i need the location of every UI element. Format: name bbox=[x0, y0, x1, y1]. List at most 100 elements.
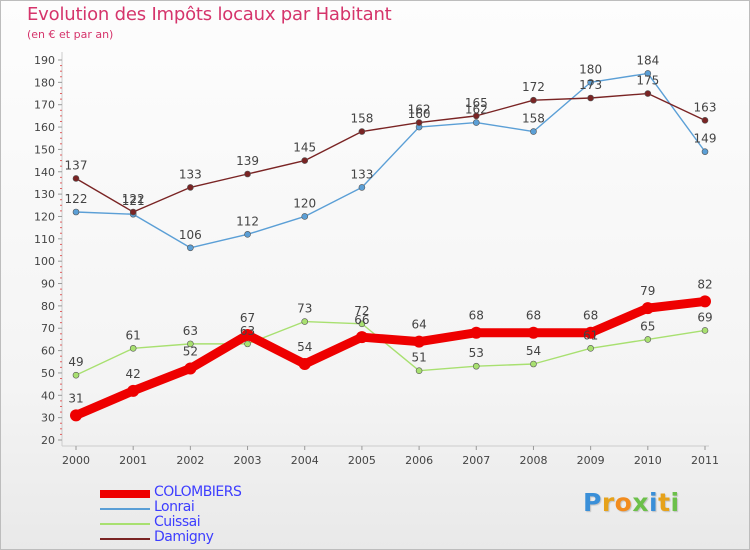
data-point-damigny bbox=[244, 170, 251, 178]
data-point-colombiers bbox=[127, 384, 140, 397]
data-label-damigny: 172 bbox=[522, 80, 545, 94]
data-label-lonrai: 112 bbox=[236, 214, 259, 228]
x-tick-label: 2009 bbox=[577, 454, 605, 467]
data-label-cuissai: 63 bbox=[183, 324, 198, 338]
x-tick-label: 2011 bbox=[691, 454, 719, 467]
y-tick-label: 30 bbox=[41, 412, 55, 425]
data-label-damigny: 158 bbox=[350, 112, 373, 126]
data-point-colombiers bbox=[413, 335, 426, 348]
data-point-cuissai bbox=[472, 362, 480, 370]
logo-letter: i bbox=[670, 488, 680, 517]
data-point-lonrai bbox=[530, 128, 537, 135]
x-tick-label: 2002 bbox=[176, 454, 204, 467]
data-label-cuissai: 51 bbox=[411, 351, 426, 365]
data-label-colombiers: 68 bbox=[526, 309, 541, 323]
data-label-damigny: 163 bbox=[694, 100, 717, 114]
legend-item-lonrai: Lonrai bbox=[100, 499, 340, 516]
data-point-damigny bbox=[72, 175, 80, 182]
y-tick-label: 20 bbox=[41, 434, 55, 447]
data-label-lonrai: 160 bbox=[408, 107, 431, 121]
data-label-cuissai: 69 bbox=[697, 310, 712, 324]
data-label-lonrai: 122 bbox=[65, 192, 88, 206]
data-point-lonrai bbox=[301, 213, 309, 220]
x-tick-label: 2004 bbox=[291, 454, 319, 467]
legend-label: Cuissai bbox=[154, 514, 201, 530]
data-point-lonrai bbox=[587, 79, 594, 86]
legend-label: Lonrai bbox=[154, 499, 195, 515]
x-tick-label: 2006 bbox=[405, 454, 433, 467]
legend: COLOMBIERS Lonrai Cuissai Damigny bbox=[100, 485, 340, 546]
data-label-damigny: 122 bbox=[122, 192, 145, 206]
data-label-cuissai: 63 bbox=[240, 324, 255, 338]
legend-swatch bbox=[100, 538, 150, 540]
data-point-lonrai bbox=[701, 148, 709, 155]
logo-letter: x bbox=[632, 488, 649, 517]
data-point-cuissai bbox=[415, 367, 423, 375]
data-label-lonrai: 149 bbox=[694, 132, 717, 146]
legend-swatch bbox=[100, 490, 150, 498]
data-label-damigny: 133 bbox=[179, 167, 202, 181]
data-label-lonrai: 162 bbox=[465, 103, 488, 117]
data-point-damigny bbox=[472, 112, 480, 120]
data-point-lonrai bbox=[244, 231, 251, 238]
data-point-colombiers bbox=[70, 409, 82, 422]
data-label-colombiers: 42 bbox=[126, 367, 141, 381]
y-tick-label: 40 bbox=[41, 389, 55, 402]
x-tick-label: 2000 bbox=[62, 454, 90, 467]
y-tick-label: 90 bbox=[41, 278, 55, 291]
data-point-cuissai bbox=[701, 327, 709, 334]
y-tick-label: 80 bbox=[41, 300, 55, 313]
data-point-colombiers bbox=[241, 328, 254, 341]
data-point-cuissai bbox=[187, 340, 194, 348]
logo-letter: P bbox=[583, 488, 602, 517]
y-tick-label: 110 bbox=[34, 233, 55, 246]
data-label-colombiers: 68 bbox=[583, 309, 598, 323]
data-label-colombiers: 82 bbox=[697, 277, 712, 291]
x-tick-label: 2005 bbox=[348, 454, 376, 467]
data-point-lonrai bbox=[644, 70, 652, 77]
legend-label: Damigny bbox=[154, 529, 214, 545]
x-tick-label: 2001 bbox=[119, 454, 147, 467]
data-label-lonrai: 180 bbox=[579, 62, 602, 76]
y-tick-label: 50 bbox=[41, 367, 55, 380]
legend-item-damigny: Damigny bbox=[100, 529, 340, 546]
data-label-lonrai: 133 bbox=[350, 167, 373, 181]
y-tick-label: 70 bbox=[41, 322, 55, 335]
data-label-colombiers: 52 bbox=[183, 344, 198, 358]
data-point-cuissai bbox=[301, 318, 309, 325]
y-tick-label: 100 bbox=[34, 255, 55, 268]
data-label-damigny: 139 bbox=[236, 154, 259, 168]
data-point-cuissai bbox=[129, 345, 137, 352]
data-label-damigny: 175 bbox=[636, 74, 659, 88]
x-tick-label: 2008 bbox=[519, 454, 547, 467]
data-point-damigny bbox=[129, 208, 137, 216]
data-point-colombiers bbox=[699, 295, 711, 308]
legend-swatch bbox=[100, 523, 150, 525]
data-point-colombiers bbox=[641, 302, 654, 315]
data-point-colombiers bbox=[584, 326, 597, 339]
logo-letter: i bbox=[649, 488, 659, 517]
data-label-lonrai: 120 bbox=[293, 196, 316, 210]
data-point-colombiers bbox=[470, 326, 483, 339]
y-tick-label: 180 bbox=[34, 76, 55, 89]
y-tick-label: 170 bbox=[34, 99, 55, 112]
data-label-cuissai: 65 bbox=[640, 319, 655, 333]
data-point-colombiers bbox=[527, 326, 540, 339]
y-tick-label: 60 bbox=[41, 345, 55, 358]
x-tick-label: 2003 bbox=[234, 454, 262, 467]
data-point-cuissai bbox=[244, 340, 251, 348]
chart-title: Evolution des Impôts locaux par Habitant bbox=[27, 4, 392, 25]
data-point-cuissai bbox=[358, 320, 366, 328]
data-label-colombiers: 54 bbox=[297, 340, 312, 354]
proxiti-logo: Proxiti bbox=[583, 488, 680, 517]
data-label-lonrai: 184 bbox=[636, 53, 659, 67]
data-point-cuissai bbox=[72, 371, 80, 379]
data-point-damigny bbox=[415, 119, 423, 126]
data-label-cuissai: 61 bbox=[583, 328, 598, 342]
data-point-damigny bbox=[701, 117, 709, 124]
legend-item-colombiers: COLOMBIERS bbox=[100, 485, 340, 501]
legend-item-cuissai: Cuissai bbox=[100, 514, 340, 531]
data-point-colombiers bbox=[355, 331, 368, 344]
data-label-cuissai: 49 bbox=[68, 355, 83, 369]
